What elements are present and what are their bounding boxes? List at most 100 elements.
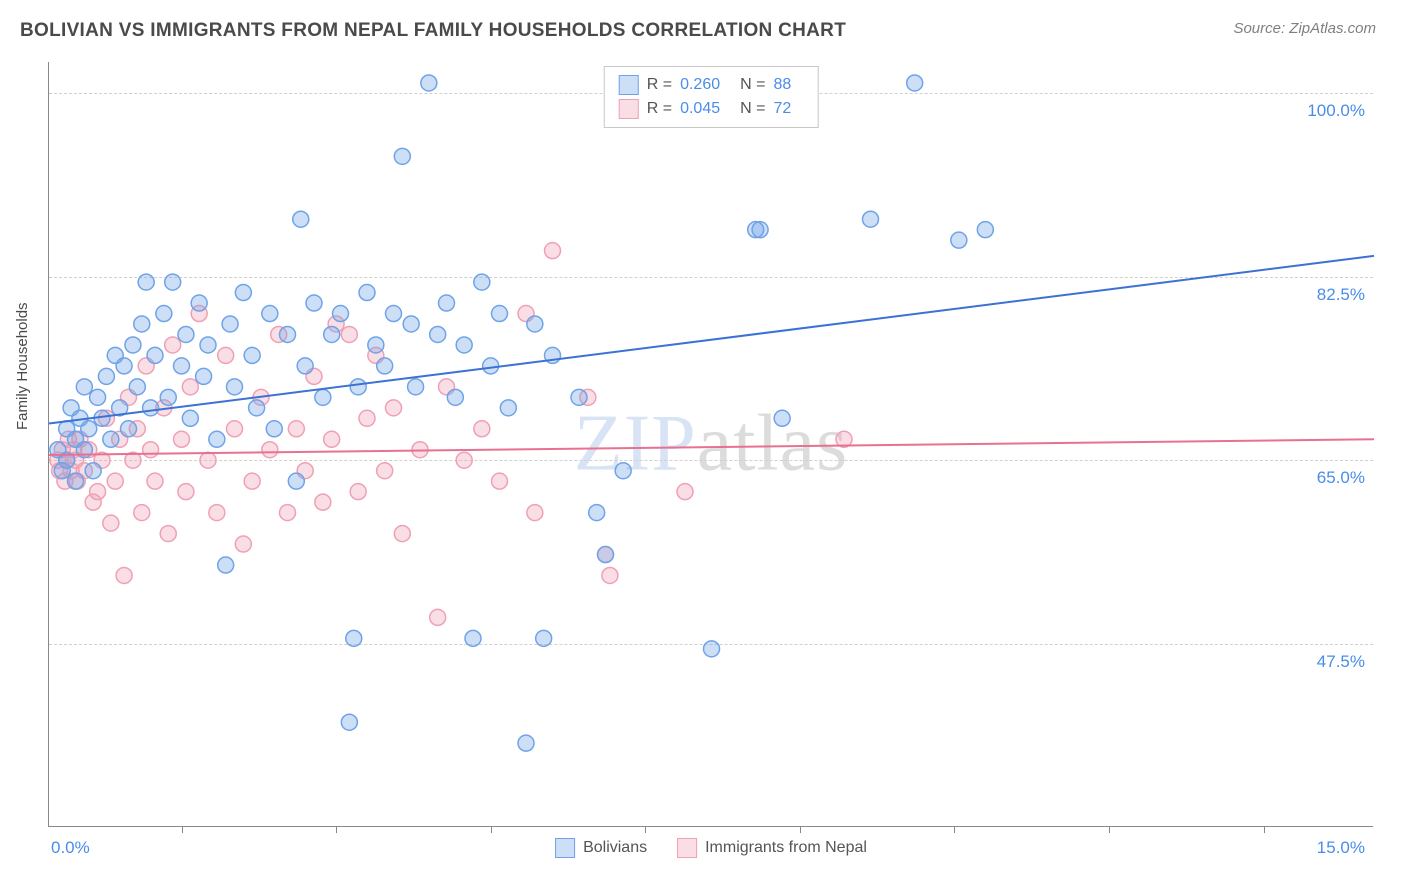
data-point xyxy=(386,306,402,322)
data-point xyxy=(81,421,97,437)
x-tick xyxy=(336,826,337,833)
data-point xyxy=(209,505,225,521)
data-point xyxy=(677,484,693,500)
data-point xyxy=(589,505,605,521)
data-point xyxy=(350,484,366,500)
data-point xyxy=(196,368,212,384)
data-point xyxy=(178,326,194,342)
data-point xyxy=(341,326,357,342)
n-value-nepal: 72 xyxy=(773,100,791,118)
x-tick xyxy=(491,826,492,833)
data-point xyxy=(293,211,309,227)
data-point xyxy=(262,306,278,322)
data-point xyxy=(235,536,251,552)
r-label: R = xyxy=(647,76,672,94)
data-point xyxy=(346,630,362,646)
data-point xyxy=(951,232,967,248)
data-point xyxy=(483,358,499,374)
trend-line xyxy=(49,256,1374,424)
data-point xyxy=(107,473,123,489)
data-point xyxy=(76,379,92,395)
x-tick xyxy=(182,826,183,833)
r-value-bolivians: 0.260 xyxy=(680,76,720,94)
data-point xyxy=(447,389,463,405)
data-point xyxy=(103,515,119,531)
data-point xyxy=(280,326,296,342)
data-point xyxy=(456,452,472,468)
data-point xyxy=(368,337,384,353)
data-point xyxy=(408,379,424,395)
x-tick xyxy=(800,826,801,833)
data-point xyxy=(297,358,313,374)
data-point xyxy=(227,421,243,437)
data-point xyxy=(907,75,923,91)
data-point xyxy=(160,526,176,542)
data-point xyxy=(774,410,790,426)
data-point xyxy=(209,431,225,447)
data-point xyxy=(571,389,587,405)
data-point xyxy=(90,389,106,405)
legend-swatch-icon xyxy=(677,838,697,858)
chart-title: BOLIVIAN VS IMMIGRANTS FROM NEPAL FAMILY… xyxy=(20,20,846,42)
data-point xyxy=(182,379,198,395)
data-point xyxy=(147,473,163,489)
data-point xyxy=(244,473,260,489)
data-point xyxy=(262,442,278,458)
y-axis-label: Family Households xyxy=(14,302,31,430)
data-point xyxy=(430,326,446,342)
data-point xyxy=(218,557,234,573)
legend-item-nepal: Immigrants from Nepal xyxy=(677,838,867,858)
data-point xyxy=(116,358,132,374)
legend-swatch-icon xyxy=(555,838,575,858)
data-point xyxy=(752,222,768,238)
data-point xyxy=(134,505,150,521)
data-point xyxy=(474,421,490,437)
data-point xyxy=(324,431,340,447)
data-point xyxy=(174,431,190,447)
data-point xyxy=(200,452,216,468)
n-value-bolivians: 88 xyxy=(773,76,791,94)
x-tick xyxy=(954,826,955,833)
data-point xyxy=(492,306,508,322)
r-label: R = xyxy=(647,100,672,118)
data-point xyxy=(134,316,150,332)
data-point xyxy=(377,463,393,479)
data-point xyxy=(536,630,552,646)
x-tick xyxy=(1109,826,1110,833)
data-point xyxy=(182,410,198,426)
data-point xyxy=(545,243,561,259)
data-point xyxy=(377,358,393,374)
data-point xyxy=(85,463,101,479)
data-point xyxy=(341,714,357,730)
legend-swatch-bolivians xyxy=(619,75,639,95)
x-axis-max-label: 15.0% xyxy=(1317,838,1365,858)
data-point xyxy=(394,148,410,164)
data-point xyxy=(143,400,159,416)
data-point xyxy=(244,347,260,363)
data-point xyxy=(98,368,114,384)
data-point xyxy=(527,316,543,332)
data-point xyxy=(439,295,455,311)
data-point xyxy=(191,295,207,311)
data-point xyxy=(103,431,119,447)
data-point xyxy=(863,211,879,227)
data-point xyxy=(359,285,375,301)
legend-item-bolivians: Bolivians xyxy=(555,838,647,858)
correlation-legend: R = 0.260 N = 88 R = 0.045 N = 72 xyxy=(604,66,819,128)
data-point xyxy=(288,473,304,489)
data-point xyxy=(394,526,410,542)
n-label: N = xyxy=(740,76,765,94)
data-point xyxy=(704,641,720,657)
data-point xyxy=(116,567,132,583)
source-label: Source: ZipAtlas.com xyxy=(1233,20,1376,37)
data-point xyxy=(324,326,340,342)
data-point xyxy=(121,421,137,437)
data-point xyxy=(465,630,481,646)
data-point xyxy=(350,379,366,395)
data-point xyxy=(315,389,331,405)
data-point xyxy=(125,337,141,353)
data-point xyxy=(235,285,251,301)
data-point xyxy=(129,379,145,395)
legend-row-nepal: R = 0.045 N = 72 xyxy=(619,97,804,121)
data-point xyxy=(138,274,154,290)
